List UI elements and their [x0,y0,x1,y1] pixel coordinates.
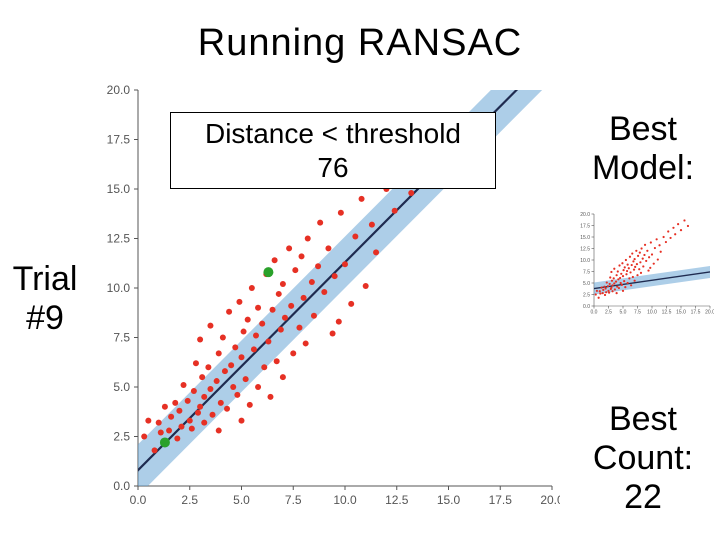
best-count-line2: Count: [593,439,693,477]
svg-text:10.0: 10.0 [647,310,657,316]
svg-text:7.5: 7.5 [113,331,130,345]
svg-text:10.0: 10.0 [333,493,357,507]
best-model-mini-chart: 0.0 2.5 5.0 7.5 10.0 12.5 15.0 17.5 20.0 0.0 2.5 5.… [574,210,714,320]
svg-text:2.5: 2.5 [583,292,590,298]
best-count-label: Best Count: 22 [574,400,712,517]
svg-text:0.0: 0.0 [583,304,590,310]
svg-text:10.0: 10.0 [580,258,590,264]
svg-text:5.0: 5.0 [620,310,627,316]
svg-text:0.0: 0.0 [130,493,147,507]
best-model-line1: Best [609,110,677,148]
slide-root: Running RANSAC Trial #9 Best Model: Best… [0,0,720,540]
svg-text:7.5: 7.5 [285,493,302,507]
dist-line1: Distance < threshold [205,118,461,149]
svg-text:2.5: 2.5 [181,493,198,507]
svg-text:7.5: 7.5 [634,310,641,316]
svg-text:20.0: 20.0 [107,83,131,97]
svg-text:15.0: 15.0 [107,182,131,196]
best-count-line1: Best [609,400,677,438]
svg-text:0.0: 0.0 [113,479,130,493]
best-count-value: 22 [624,478,662,516]
svg-text:5.0: 5.0 [233,493,250,507]
svg-text:5.0: 5.0 [113,380,130,394]
svg-text:2.5: 2.5 [605,310,612,316]
svg-text:17.5: 17.5 [580,223,590,229]
svg-text:12.5: 12.5 [385,493,409,507]
trial-label-line1: Trial [13,260,78,298]
best-model-label: Best Model: [574,110,712,188]
svg-text:20.0: 20.0 [705,310,714,316]
svg-text:17.5: 17.5 [489,493,513,507]
dist-line2: 76 [317,152,348,183]
svg-text:15.0: 15.0 [437,493,461,507]
svg-text:17.5: 17.5 [107,133,131,147]
svg-text:7.5: 7.5 [583,269,590,275]
svg-text:0.0: 0.0 [591,310,598,316]
svg-text:12.5: 12.5 [662,310,672,316]
distance-threshold-box: Distance < threshold 76 [170,112,496,189]
svg-text:10.0: 10.0 [107,281,131,295]
svg-text:20.0: 20.0 [540,493,560,507]
trial-label-line2: #9 [26,299,64,337]
svg-text:20.0: 20.0 [580,212,590,218]
svg-text:12.5: 12.5 [107,232,131,246]
slide-title: Running RANSAC [0,22,720,65]
best-model-line2: Model: [592,149,694,187]
svg-text:15.0: 15.0 [676,310,686,316]
svg-text:17.5: 17.5 [691,310,701,316]
svg-text:15.0: 15.0 [580,235,590,241]
trial-label: Trial #9 [0,260,90,338]
svg-text:5.0: 5.0 [583,281,590,287]
svg-text:12.5: 12.5 [580,246,590,252]
svg-text:2.5: 2.5 [113,430,130,444]
